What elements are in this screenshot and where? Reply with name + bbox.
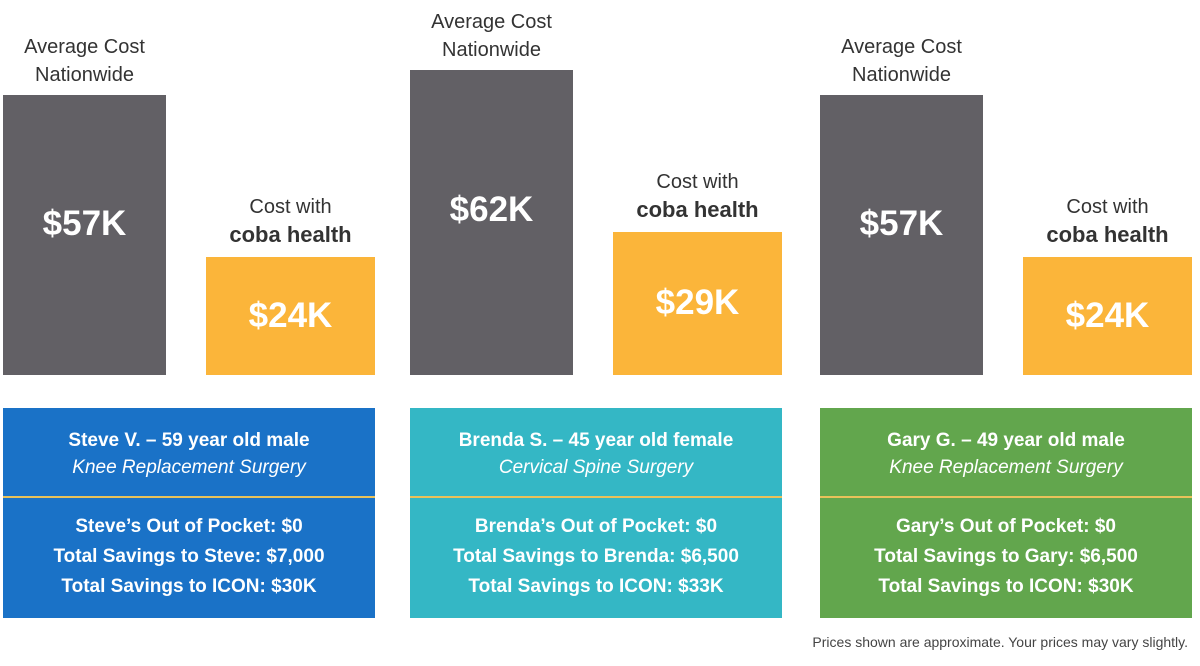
average-cost-caption: Average Cost Nationwide (820, 33, 983, 89)
average-caption-line1: Average Cost (431, 10, 552, 33)
patient-name: Gary G. – 49 year old male (887, 430, 1125, 451)
average-caption-line1: Average Cost (24, 35, 145, 58)
patient-card: Brenda S. – 45 year old female Cervical … (410, 408, 782, 618)
average-caption-line2: Nationwide (442, 38, 541, 61)
out-of-pocket: Brenda’s Out of Pocket: $0 (474, 516, 718, 537)
procedure-name: Cervical Spine Surgery (498, 457, 694, 478)
coba-cost-caption: Cost with coba health (1023, 193, 1192, 249)
pricing-footnote: Prices shown are approximate. Your price… (812, 634, 1188, 650)
average-cost-caption: Average Cost Nationwide (3, 33, 166, 89)
coba-cost-value: $29K (655, 283, 740, 323)
average-cost-bar: $62K (410, 69, 573, 375)
procedure-name: Knee Replacement Surgery (889, 457, 1123, 478)
coba-caption-line2: coba health (229, 221, 352, 247)
patient-group-gary: Average Cost Nationwide $57K Cost with c… (820, 0, 1192, 620)
coba-cost-bar: $24K (1023, 256, 1192, 375)
patient-card: Gary G. – 49 year old male Knee Replacem… (820, 408, 1192, 618)
patient-savings: Total Savings to Gary: $6,500 (874, 546, 1138, 567)
out-of-pocket: Gary’s Out of Pocket: $0 (896, 516, 1116, 537)
procedure-name: Knee Replacement Surgery (72, 457, 306, 478)
coba-caption-line2: coba health (636, 197, 759, 223)
coba-caption-line1: Cost with (656, 171, 739, 194)
coba-caption-line1: Cost with (1066, 195, 1149, 218)
patient-group-brenda: Average Cost Nationwide $62K Cost with c… (410, 0, 782, 620)
card-divider (410, 496, 782, 498)
patient-card: Steve V. – 59 year old male Knee Replace… (3, 408, 375, 618)
average-cost-bar: $57K (820, 94, 983, 375)
coba-caption-line2: coba health (1046, 221, 1169, 247)
average-cost-value: $62K (449, 189, 534, 229)
average-cost-value: $57K (859, 203, 944, 243)
average-caption-line2: Nationwide (35, 63, 134, 86)
patient-savings: Total Savings to Steve: $7,000 (53, 546, 325, 567)
coba-caption-line1: Cost with (249, 195, 332, 218)
card-divider (3, 496, 375, 498)
coba-cost-bar: $24K (206, 256, 375, 375)
icon-savings: Total Savings to ICON: $30K (61, 576, 317, 597)
coba-cost-value: $24K (1065, 295, 1150, 335)
average-cost-value: $57K (42, 203, 127, 243)
average-cost-caption: Average Cost Nationwide (410, 8, 573, 64)
coba-cost-caption: Cost with coba health (613, 168, 782, 224)
icon-savings: Total Savings to ICON: $30K (878, 576, 1134, 597)
average-caption-line1: Average Cost (841, 35, 962, 58)
patient-savings: Total Savings to Brenda: $6,500 (453, 546, 739, 567)
coba-cost-value: $24K (248, 295, 333, 335)
coba-cost-bar: $29K (613, 232, 782, 375)
out-of-pocket: Steve’s Out of Pocket: $0 (75, 516, 303, 537)
patient-name: Steve V. – 59 year old male (68, 430, 310, 451)
patient-name: Brenda S. – 45 year old female (458, 430, 734, 451)
patient-group-steve: Average Cost Nationwide $57K Cost with c… (3, 0, 375, 620)
average-caption-line2: Nationwide (852, 63, 951, 86)
coba-cost-caption: Cost with coba health (206, 193, 375, 249)
average-cost-bar: $57K (3, 94, 166, 375)
card-divider (820, 496, 1192, 498)
icon-savings: Total Savings to ICON: $33K (468, 576, 724, 597)
